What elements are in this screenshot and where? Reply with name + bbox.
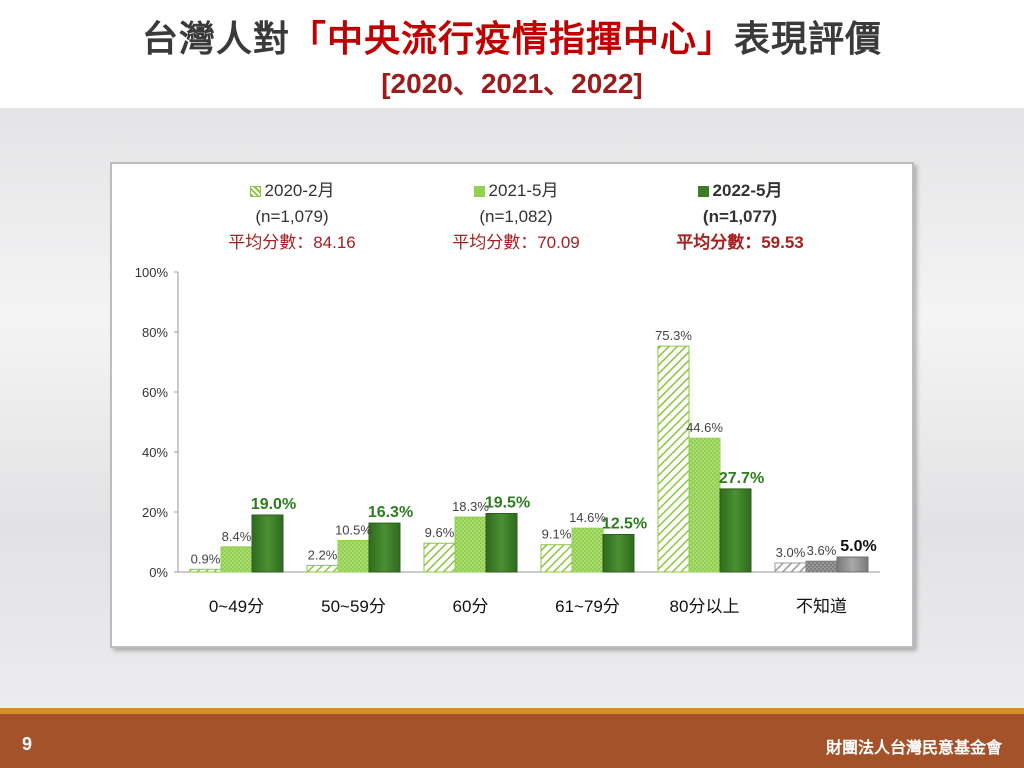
legend-average: 平均分數：59.53: [676, 233, 804, 252]
bar: [368, 522, 401, 573]
data-label: 0.9%: [191, 551, 221, 566]
page-number: 9: [22, 734, 33, 754]
x-category-label: 不知道: [796, 597, 847, 616]
y-tick-label: 80%: [142, 325, 168, 340]
y-tick-label: 0%: [149, 565, 168, 580]
legend-item-2022: 2022-5月 (n=1,077) 平均分數：59.53: [630, 178, 850, 256]
bar: [251, 514, 284, 573]
legend-sample-size: (n=1,079): [255, 207, 329, 226]
chart-panel: 2020-2月 (n=1,079) 平均分數：84.16 2021-5月 (n=…: [110, 162, 914, 648]
x-category-label: 61~79分: [555, 597, 620, 616]
bar: [220, 546, 253, 573]
bar: [836, 556, 869, 573]
data-label: 9.1%: [542, 527, 572, 542]
title-prefix: 台灣人對: [141, 18, 290, 59]
bar: [719, 488, 752, 573]
data-label: 3.6%: [807, 543, 837, 558]
bar: [454, 516, 487, 573]
data-label: 44.6%: [686, 420, 723, 435]
legend-item-2021: 2021-5月 (n=1,082) 平均分數：70.09: [406, 178, 626, 256]
bar: [688, 437, 721, 573]
y-tick-label: 100%: [135, 265, 169, 280]
legend-item-2020: 2020-2月 (n=1,079) 平均分數：84.16: [182, 178, 402, 256]
organization-name: 財團法人台灣民意基金會: [825, 740, 1002, 757]
bar: [189, 568, 222, 573]
data-label: 12.5%: [602, 516, 647, 533]
data-label: 14.6%: [569, 510, 606, 525]
x-category-label: 50~59分: [321, 597, 386, 616]
bar: [337, 540, 370, 573]
x-category-label: 60分: [453, 597, 489, 616]
slide-subtitle: [2020、2021、2022]: [381, 68, 643, 99]
y-tick-label: 60%: [142, 385, 168, 400]
data-label: 10.5%: [335, 523, 372, 538]
data-label: 8.4%: [222, 529, 252, 544]
bar: [306, 564, 339, 573]
bar: [571, 527, 604, 573]
y-tick-label: 40%: [142, 445, 168, 460]
legend-sample-size: (n=1,077): [702, 207, 778, 226]
data-label: 2.2%: [308, 547, 338, 562]
bar: [805, 560, 838, 573]
data-label: 19.0%: [251, 496, 296, 513]
legend-label: 2021-5月: [488, 181, 559, 200]
slide-header: 台灣人對「中央流行疫情指揮中心」表現評價 [2020、2021、2022]: [0, 0, 1024, 108]
legend-average: 平均分數：84.16: [228, 233, 356, 252]
legend-swatch-hatch-icon: [249, 186, 261, 198]
data-label: 3.0%: [776, 545, 806, 560]
footer-bar: [0, 708, 1024, 768]
legend-swatch-dotted-icon: [473, 186, 485, 198]
data-label: 5.0%: [840, 538, 876, 555]
y-tick-label: 20%: [142, 505, 168, 520]
legend-label: 2020-2月: [264, 181, 335, 200]
bar: [602, 534, 635, 573]
bar: [485, 513, 518, 573]
data-label: 75.3%: [655, 328, 692, 343]
legend-sample-size: (n=1,082): [479, 207, 553, 226]
bar: [657, 345, 690, 573]
x-category-label: 0~49分: [209, 597, 264, 616]
data-label: 27.7%: [719, 470, 764, 487]
data-label: 18.3%: [452, 499, 489, 514]
legend-label: 2022-5月: [712, 181, 783, 200]
data-label: 16.3%: [368, 504, 413, 521]
data-label: 19.5%: [485, 495, 530, 512]
footer-accent-line: [0, 708, 1024, 714]
bar: [540, 544, 573, 573]
slide-title: 台灣人對「中央流行疫情指揮中心」表現評價: [0, 10, 1024, 62]
bar: [774, 562, 807, 573]
legend-swatch-dark-icon: [697, 186, 709, 198]
bar-chart: 0% 20% 40% 60% 80% 100% 0.9%8.4% 19.0% 0~49分 2.2…: [135, 265, 880, 616]
data-label: 9.6%: [425, 525, 455, 540]
title-suffix: 表現評價: [734, 18, 883, 59]
bar: [423, 542, 456, 573]
title-highlight: 「中央流行疫情指揮中心」: [289, 18, 734, 59]
x-category-label: 80分以上: [670, 597, 740, 616]
legend-average: 平均分數：70.09: [452, 233, 580, 252]
